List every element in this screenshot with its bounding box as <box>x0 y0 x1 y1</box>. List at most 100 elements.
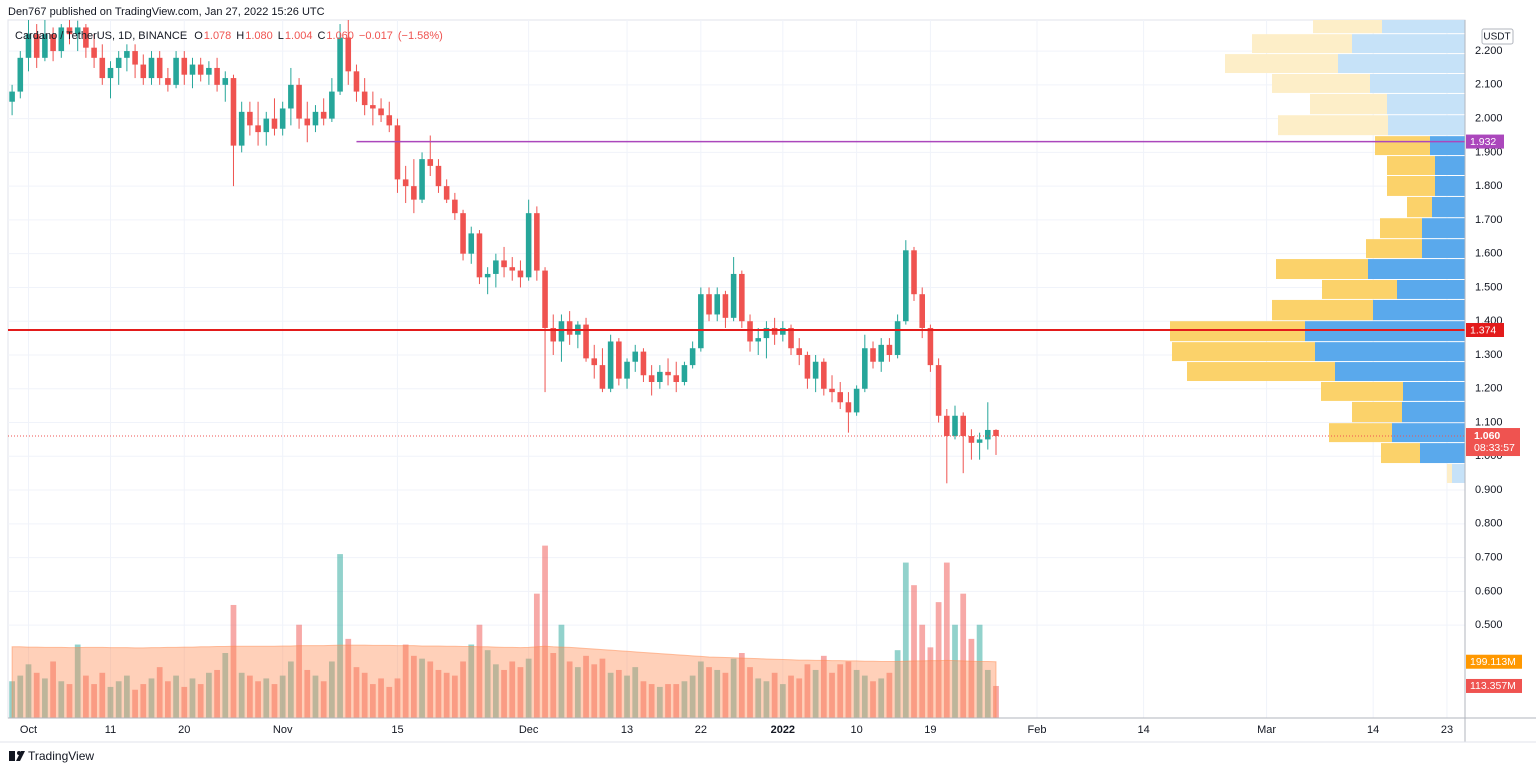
candle-body <box>66 27 73 35</box>
volume-bar <box>361 672 368 718</box>
volume-bar <box>648 684 655 718</box>
x-tick-label: 19 <box>924 724 936 736</box>
candle-body <box>320 111 327 119</box>
volume-ma-label: 199.113M <box>1470 656 1516 668</box>
profile-up <box>1402 401 1465 423</box>
brand: TradingView <box>28 749 94 763</box>
volume-bar <box>771 672 778 718</box>
profile-up <box>1373 299 1465 321</box>
legend-key: O <box>194 30 203 42</box>
y-tick-label: 1.500 <box>1475 281 1503 293</box>
volume-bar <box>755 678 762 718</box>
profile-down <box>1278 115 1388 136</box>
volume-bar <box>689 675 696 718</box>
candle-body <box>394 125 401 180</box>
candle-body <box>148 57 155 79</box>
candle-body <box>181 57 188 75</box>
volume-bar <box>525 658 532 718</box>
publisher: Den767 published on TradingView.com, Jan… <box>8 6 325 18</box>
profile-down <box>1447 464 1452 483</box>
volume-bar <box>640 681 647 718</box>
candle-body <box>263 118 270 133</box>
currency-box[interactable] <box>1481 28 1514 45</box>
profile-down <box>1329 423 1392 443</box>
candle-body <box>657 371 663 383</box>
volume-bar <box>829 672 835 718</box>
candle-body <box>616 341 622 379</box>
candle-body <box>156 57 163 79</box>
volume-bar <box>681 681 688 718</box>
candle-body <box>206 67 212 75</box>
profile-up <box>1422 239 1465 259</box>
candle-body <box>435 165 442 187</box>
volume-bar <box>615 669 622 718</box>
volume-bar <box>394 678 401 718</box>
candle-body <box>968 436 975 443</box>
candle-body <box>935 365 942 416</box>
candle-body <box>493 260 499 274</box>
candle-body <box>624 361 630 379</box>
volume-bar <box>345 638 352 718</box>
countdown: 08:33:57 <box>1474 442 1515 454</box>
volume-bar <box>566 661 573 718</box>
candle-body <box>525 213 532 278</box>
candle-body <box>607 341 614 389</box>
candle-body <box>894 321 901 355</box>
volume-bar <box>271 684 278 718</box>
candle-body <box>386 115 393 126</box>
x-tick-label: 14 <box>1367 724 1379 736</box>
profile-layer <box>1170 20 1465 483</box>
volume-bar <box>886 672 893 718</box>
volume-bar <box>517 667 524 718</box>
volume-bar <box>66 684 73 718</box>
volume-bar <box>501 669 507 718</box>
volume-bar <box>845 661 852 718</box>
price-label: 1.374 <box>1470 324 1496 336</box>
volume-bar <box>714 669 721 718</box>
profile-up <box>1392 423 1465 443</box>
price-label-box <box>1466 134 1504 149</box>
volume-bar <box>124 675 130 718</box>
profile-down <box>1276 259 1368 280</box>
candle-body <box>402 179 409 187</box>
y-tick-label: 2.000 <box>1475 113 1503 125</box>
volume-bar <box>607 672 614 718</box>
volume-bar <box>804 664 811 718</box>
profile-up <box>1368 259 1465 280</box>
volume-bar <box>476 624 483 718</box>
candle-body <box>247 111 253 126</box>
volume-bar <box>878 678 885 718</box>
candle-body <box>714 294 721 315</box>
volume-bar <box>697 661 704 718</box>
volume-bar <box>558 624 565 718</box>
candle-body <box>673 375 680 383</box>
volume-bar <box>763 681 770 718</box>
volume-bar <box>550 653 557 718</box>
volume-bar <box>419 658 425 718</box>
volume-bar <box>656 686 663 718</box>
profile-down <box>1381 443 1420 464</box>
candle-body <box>25 34 32 58</box>
candle-body <box>296 84 302 119</box>
candle-body <box>911 250 917 295</box>
x-tick-label: Dec <box>519 724 539 736</box>
candle-body <box>944 415 950 437</box>
profile-down <box>1352 401 1402 423</box>
volume-bar <box>410 655 417 718</box>
currency[interactable]: USDT <box>1483 32 1510 43</box>
candle-layer <box>9 20 999 484</box>
candle-body <box>796 348 803 355</box>
volume-bar <box>238 672 245 718</box>
volume-bar <box>796 678 803 718</box>
last-price-label: 1.060 <box>1474 430 1500 442</box>
candle-body <box>747 321 753 342</box>
y-tick-label: 1.600 <box>1475 248 1503 260</box>
x-tick-label: Oct <box>20 724 37 736</box>
profile-down <box>1387 156 1435 175</box>
x-tick-label: 15 <box>391 724 403 736</box>
candle-body <box>501 260 507 268</box>
legend-name: Cardano / TetherUS, 1D, BINANCE <box>15 30 187 42</box>
candle-body <box>993 429 999 437</box>
logo <box>9 751 25 761</box>
